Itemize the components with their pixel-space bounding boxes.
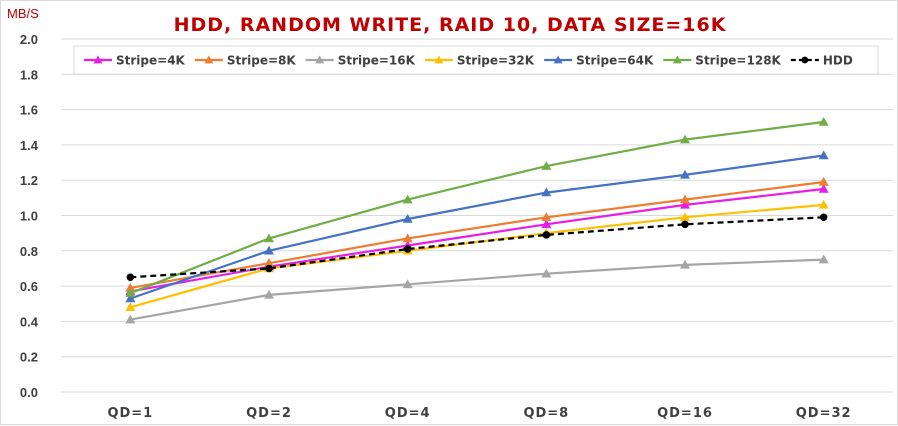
data-point [265, 264, 273, 273]
legend-item: Stripe=64K [544, 54, 654, 68]
data-point [680, 194, 690, 204]
data-point [264, 233, 274, 243]
data-point [818, 150, 829, 160]
legend-label: Stripe=32K [457, 54, 535, 68]
data-point [680, 259, 690, 269]
data-point [125, 314, 136, 324]
y-axis-ticks: 0.0 0.2 0.4 0.6 0.8 1.0 1.2 1.4 1.6 1.8 2.0 [20, 32, 39, 400]
data-point [541, 161, 552, 170]
x-axis-ticks: QD=1 QD=2 QD=4 QD=8 QD=16 QD=32 [107, 406, 852, 421]
series-line [129, 120, 824, 295]
series-line [129, 154, 824, 300]
legend-item: Stripe=32K [424, 54, 535, 68]
legend-label: Stripe=128K [695, 54, 781, 68]
data-point [402, 233, 413, 243]
y-tick-label: 1.0 [20, 209, 38, 224]
data-point [541, 187, 552, 197]
series-line [130, 187, 824, 293]
x-tick-label: QD=1 [107, 406, 153, 421]
legend: Stripe=4K Stripe=8K Stripe=16K Stripe=32K St… [73, 45, 879, 75]
data-point [126, 273, 135, 282]
series-stripe-8k [125, 176, 829, 292]
data-point [541, 268, 552, 278]
legend-label: Stripe=4K [116, 54, 186, 68]
data-point [818, 254, 829, 264]
data-point [818, 199, 829, 209]
data-point [125, 302, 136, 312]
data-point [818, 184, 829, 193]
data-point [541, 212, 552, 222]
gridlines [61, 38, 893, 393]
data-point [125, 293, 136, 303]
x-tick-label: QD=4 [385, 406, 431, 421]
y-tick-label: 1.6 [20, 103, 38, 118]
x-tick-label: QD=32 [796, 406, 852, 421]
series-stripe-64k [125, 150, 829, 303]
data-point [680, 134, 690, 144]
data-point [204, 55, 214, 64]
data-point [402, 214, 413, 223]
series-stripe-32k [125, 199, 829, 312]
series-stripe-16k [125, 254, 829, 324]
data-point [680, 199, 690, 209]
data-point [672, 55, 682, 64]
data-point [801, 56, 809, 64]
series-lines [125, 116, 829, 324]
series-hdd [126, 213, 828, 282]
legend-label: Stripe=8K [227, 54, 297, 68]
y-tick-label: 0.4 [20, 314, 39, 329]
series-line [130, 216, 824, 279]
legend-item: Stripe=8K [194, 54, 297, 68]
data-point [125, 288, 136, 297]
data-point [818, 116, 829, 126]
legend-item: HDD [790, 54, 853, 68]
x-tick-label: QD=8 [523, 406, 569, 421]
data-point [264, 245, 274, 255]
y-tick-label: 2.0 [20, 32, 38, 47]
data-point [818, 176, 829, 186]
y-tick-label: 0.0 [20, 385, 38, 400]
data-point [402, 279, 413, 289]
data-point [819, 213, 828, 222]
data-point [403, 245, 412, 253]
data-point [680, 169, 690, 179]
y-tick-label: 0.2 [20, 350, 38, 365]
y-tick-label: 0.6 [20, 279, 38, 294]
data-point [264, 289, 274, 299]
data-point [680, 212, 690, 222]
x-tick-label: QD=2 [246, 406, 292, 421]
legend-item: Stripe=4K [84, 54, 186, 68]
legend-item: Stripe=16K [305, 54, 416, 68]
legend-label: HDD [823, 54, 853, 68]
x-tick-label: QD=16 [657, 406, 713, 421]
data-point [125, 282, 136, 292]
y-tick-label: 1.4 [20, 138, 39, 153]
data-point [542, 231, 551, 239]
y-axis-unit-label: MB/S [7, 6, 39, 21]
data-point [315, 55, 325, 64]
y-tick-label: 1.2 [20, 173, 38, 188]
data-point [93, 55, 103, 64]
data-point [434, 55, 444, 64]
series-stripe-128k [125, 116, 829, 297]
series-line [130, 180, 824, 289]
data-point [541, 219, 552, 229]
data-point [402, 194, 413, 204]
legend-label: Stripe=64K [576, 54, 654, 68]
y-tick-label: 1.8 [20, 67, 38, 82]
series-line [130, 203, 824, 309]
legend-label: Stripe=16K [338, 54, 416, 68]
series-line [130, 258, 824, 321]
chart-title: HDD, RANDOM WRITE, RAID 10, DATA SIZE=16… [174, 14, 727, 36]
legend-item: Stripe=128K [663, 54, 782, 68]
data-point [264, 258, 274, 267]
data-point [553, 55, 563, 64]
y-tick-label: 0.8 [20, 244, 38, 259]
data-point [681, 220, 689, 229]
